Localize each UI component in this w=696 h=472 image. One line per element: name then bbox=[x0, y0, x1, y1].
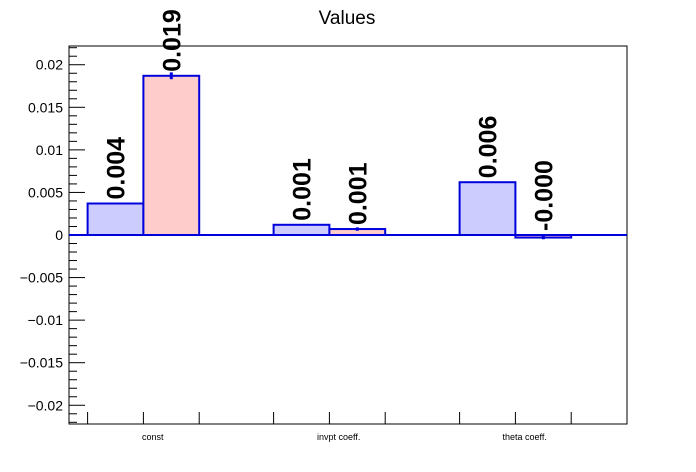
y-tick-label: 0.005 bbox=[28, 184, 63, 200]
y-tick-label: −0.02 bbox=[28, 397, 64, 413]
bar bbox=[458, 181, 517, 236]
bar bbox=[142, 74, 201, 236]
plot-area: −0.02 −0.015 −0.01 −0.005 0 0.005 0.01 0.015 0.0… bbox=[20, 9, 628, 442]
x-tick-label: theta coeff. bbox=[503, 432, 547, 442]
y-tick-label: −0.005 bbox=[20, 270, 63, 286]
y-tick-label: −0.01 bbox=[28, 312, 64, 328]
bar bbox=[272, 223, 331, 236]
data-label: 0.001 bbox=[289, 158, 317, 221]
data-label: 0.006 bbox=[475, 116, 503, 179]
x-tick-label: const bbox=[142, 432, 164, 442]
x-tick-label: invpt coeff. bbox=[317, 432, 360, 442]
data-label: 0.004 bbox=[103, 137, 131, 200]
data-label: 0.001 bbox=[344, 162, 372, 225]
chart-title: Values bbox=[319, 8, 376, 29]
data-label: -0.000 bbox=[530, 160, 558, 231]
y-tick-label: 0 bbox=[55, 227, 63, 243]
y-tick-label: −0.015 bbox=[20, 355, 63, 371]
data-label: 0.019 bbox=[158, 9, 186, 72]
bar bbox=[86, 202, 145, 236]
y-tick-label: 0.02 bbox=[36, 57, 63, 73]
y-tick-label: 0.01 bbox=[36, 142, 63, 158]
y-tick-label: 0.015 bbox=[28, 99, 63, 115]
